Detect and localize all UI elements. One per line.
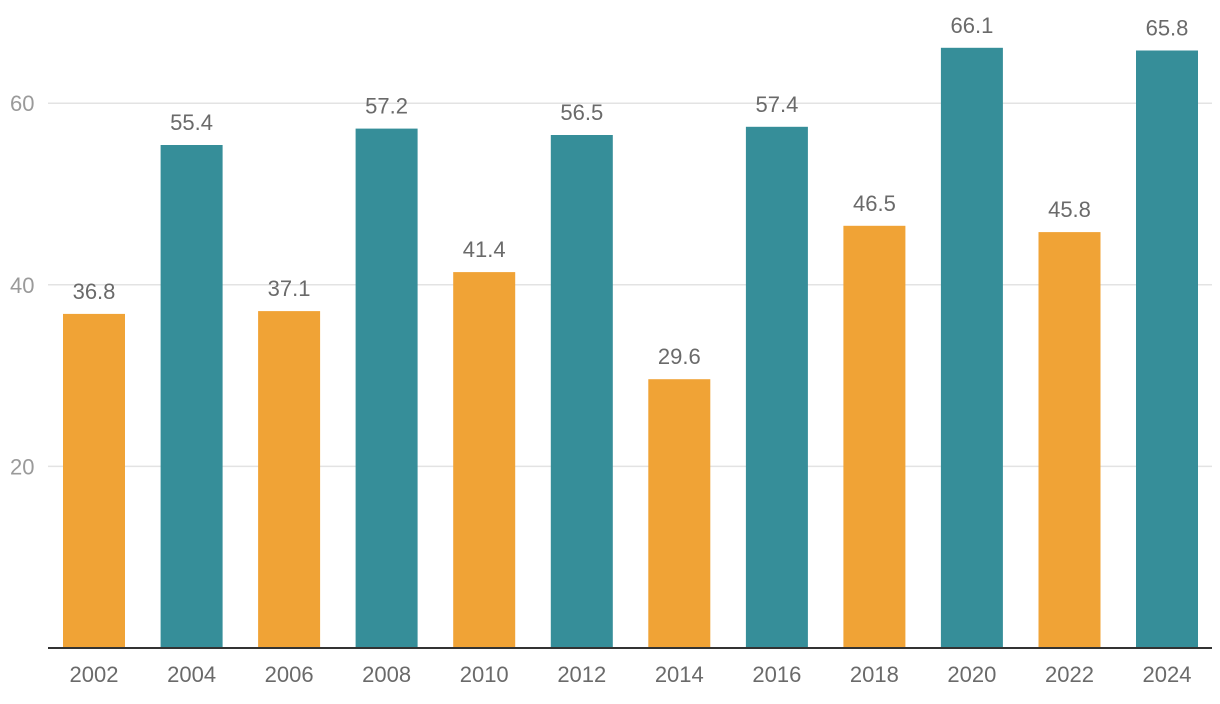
x-tick-label: 2008 xyxy=(362,662,411,687)
x-tick-label: 2022 xyxy=(1045,662,1094,687)
data-label: 57.4 xyxy=(755,92,798,117)
data-label: 65.8 xyxy=(1146,16,1189,41)
y-tick-label: 20 xyxy=(10,454,34,479)
x-tick-label: 2004 xyxy=(167,662,216,687)
y-axis-ticks: 20 40 60 xyxy=(10,91,34,479)
bar-2010 xyxy=(453,272,516,648)
gridlines xyxy=(48,102,1212,468)
data-label: 55.4 xyxy=(170,110,213,135)
bar-2014 xyxy=(648,379,711,648)
data-label: 37.1 xyxy=(268,276,311,301)
bar-2012 xyxy=(550,135,613,648)
y-tick-label: 40 xyxy=(10,273,34,298)
x-tick-label: 2020 xyxy=(947,662,996,687)
data-label: 41.4 xyxy=(463,237,506,262)
x-tick-label: 2014 xyxy=(655,662,704,687)
x-axis-ticks: 2002 2004 2006 2008 2010 2012 2014 2016 2018 2020… xyxy=(70,662,1192,687)
data-labels: 36.8 55.4 37.1 57.2 41.4 56.5 29.6 57.4 46.5 66.1… xyxy=(73,13,1189,369)
bars xyxy=(63,47,1198,649)
data-label: 29.6 xyxy=(658,344,701,369)
bar-2018 xyxy=(843,225,906,649)
data-label: 36.8 xyxy=(73,279,116,304)
bar-2024 xyxy=(1136,50,1198,648)
x-tick-label: 2002 xyxy=(70,662,119,687)
bar-2002 xyxy=(63,313,125,648)
data-label: 56.5 xyxy=(560,100,603,125)
bar-2016 xyxy=(745,126,808,649)
bar-2006 xyxy=(258,311,321,648)
data-label: 45.8 xyxy=(1048,197,1091,222)
y-tick-label: 60 xyxy=(10,91,34,116)
bar-2022 xyxy=(1038,232,1101,648)
x-tick-label: 2006 xyxy=(265,662,314,687)
bar-2020 xyxy=(940,47,1003,649)
x-tick-label: 2010 xyxy=(460,662,509,687)
data-label: 57.2 xyxy=(365,94,408,119)
data-label: 66.1 xyxy=(950,13,993,38)
x-tick-label: 2018 xyxy=(850,662,899,687)
x-tick-label: 2024 xyxy=(1143,662,1192,687)
data-label: 46.5 xyxy=(853,191,896,216)
bar-2004 xyxy=(160,145,223,648)
bar-2008 xyxy=(355,128,418,649)
x-tick-label: 2016 xyxy=(752,662,801,687)
x-tick-label: 2012 xyxy=(557,662,606,687)
